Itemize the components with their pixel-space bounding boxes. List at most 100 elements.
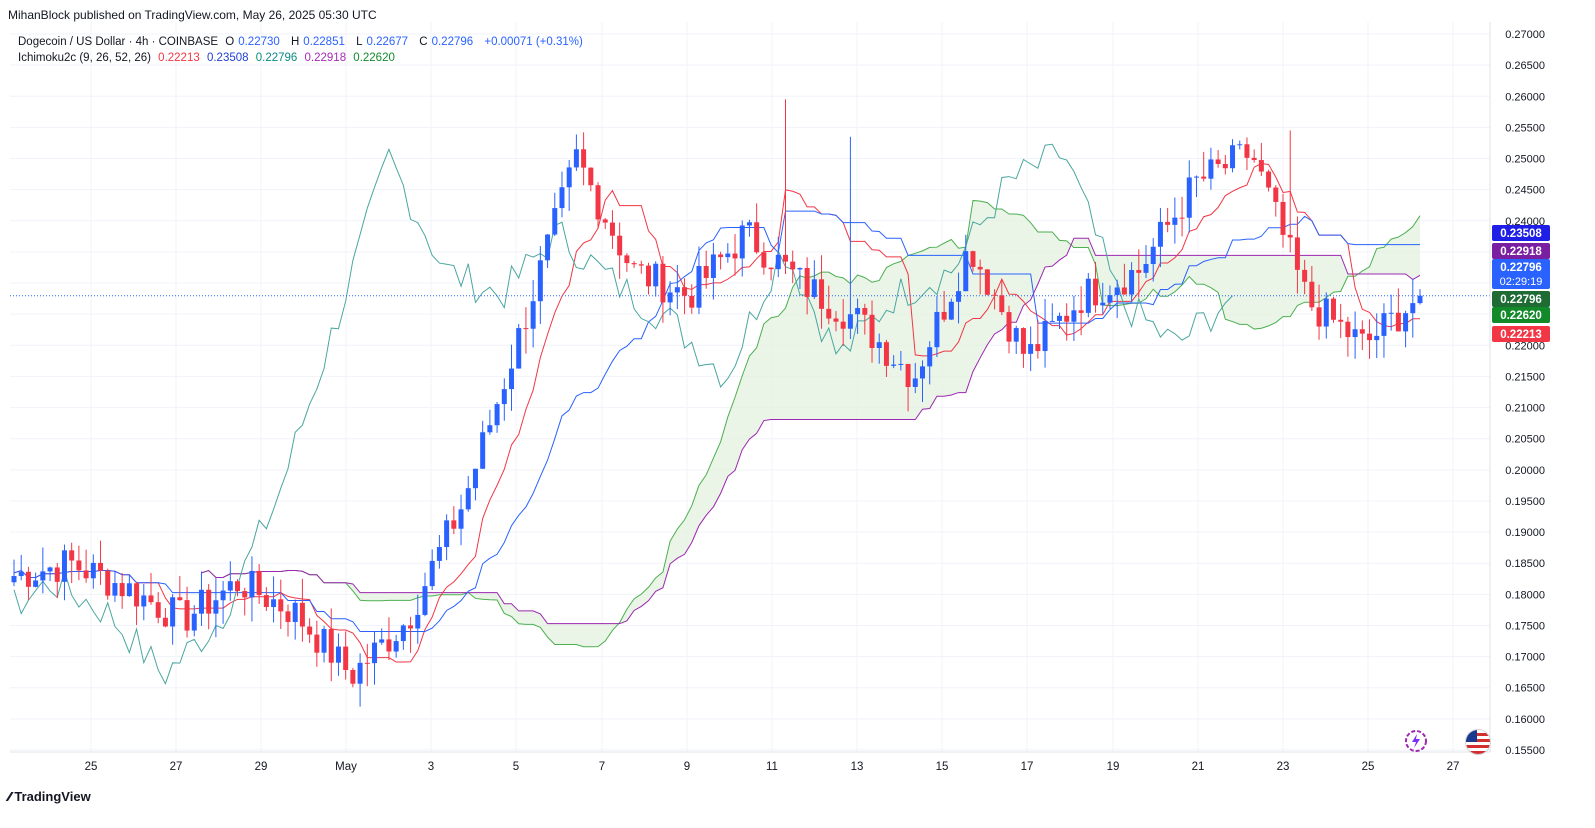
candle-body (1367, 333, 1373, 341)
price-tick-label: 0.18500 (1505, 558, 1545, 570)
candle-body (581, 149, 587, 168)
chikou-value: 0.22796 (255, 52, 298, 64)
candle-body (992, 294, 998, 296)
candle-body (472, 468, 478, 489)
candle-body (516, 328, 522, 369)
price-label-text: 0.22620 (1500, 310, 1542, 322)
tradingview-logo[interactable]: ⁄⁄ TradingView (8, 789, 91, 804)
price-label-text: 0.22213 (1500, 329, 1542, 341)
candle-body (364, 662, 370, 664)
candle-body (487, 425, 493, 433)
candle-body (141, 595, 147, 607)
candle-body (883, 342, 889, 366)
time-tick-label: 21 (1192, 761, 1205, 773)
close-value: 0.22796 (431, 36, 474, 48)
candle-body (357, 662, 363, 684)
candle-body (1352, 329, 1358, 338)
candle-body (782, 254, 788, 262)
close-label: C (419, 36, 428, 48)
time-tick-label: 9 (684, 761, 690, 773)
candle-body (602, 219, 608, 223)
candle-body (746, 222, 752, 226)
candle-body (999, 295, 1005, 313)
candle-body (1165, 221, 1171, 225)
candle-body (509, 368, 515, 390)
time-tick-label: 25 (1362, 761, 1375, 773)
candle-body (1266, 171, 1272, 188)
candle-body (227, 581, 233, 591)
candle-body (653, 263, 659, 287)
indicator-row: Ichimoku2c (9, 26, 52, 26) 0.22213 0.235… (18, 50, 587, 66)
price-label-box (1492, 326, 1550, 342)
candle-body (682, 287, 688, 296)
candle-body (1280, 201, 1286, 235)
price-tick-label: 0.18000 (1505, 589, 1545, 601)
candle-body (1244, 144, 1250, 158)
candle-body (1201, 176, 1207, 179)
candle-body (595, 185, 601, 220)
candle-body (1121, 287, 1127, 295)
candle-body (1222, 164, 1228, 169)
candle-body (1071, 310, 1077, 322)
candle-body (256, 570, 262, 596)
candle-body (1316, 307, 1322, 327)
candle-body (552, 208, 558, 235)
price-tick-label: 0.17500 (1505, 620, 1545, 632)
symbol-name[interactable]: Dogecoin / US Dollar · 4h · COINBASE (18, 36, 219, 48)
time-tick-label: 7 (599, 761, 605, 773)
price-tick-label: 0.21000 (1505, 403, 1545, 415)
candle-body (797, 267, 803, 270)
candle-body (47, 567, 53, 572)
candle-body (559, 187, 565, 209)
candle-body (191, 613, 197, 631)
candle-body (847, 314, 853, 329)
candle-body (1136, 270, 1142, 273)
time-tick-label: 23 (1277, 761, 1290, 773)
candle-body (523, 328, 529, 330)
time-tick-label: 3 (428, 761, 434, 773)
candle-body (83, 570, 89, 579)
candle-body (1302, 269, 1308, 282)
candle-body (739, 225, 745, 259)
ichimoku-cloud (201, 199, 1421, 648)
us-flag-icon[interactable] (1465, 729, 1491, 755)
candle-body (1049, 320, 1055, 322)
candle-body (948, 301, 954, 320)
candle-body (1179, 217, 1185, 219)
candle-body (624, 255, 630, 264)
tv-logo-icon: ⁄⁄ (8, 789, 12, 804)
candle-body (271, 599, 277, 608)
candle-body (573, 149, 579, 168)
candle-body (804, 267, 810, 297)
price-label-text: 0.23508 (1500, 228, 1542, 240)
candle-body (299, 602, 305, 627)
candle-body (206, 589, 212, 614)
candle-body (819, 279, 825, 309)
low-label: L (356, 36, 363, 48)
price-label-text: 0.22796 (1500, 294, 1542, 306)
price-tick-label: 0.16000 (1505, 714, 1545, 726)
candle-body (725, 253, 731, 258)
candle-body (148, 595, 154, 603)
time-tick-label: 29 (255, 761, 268, 773)
candle-body (617, 235, 623, 256)
brand-name: TradingView (14, 789, 91, 804)
time-tick-label: 15 (936, 761, 949, 773)
price-tick-label: 0.21500 (1505, 371, 1545, 383)
candle-body (855, 308, 861, 315)
candle-body (1078, 310, 1084, 313)
candle-body (162, 617, 168, 627)
candle-body (177, 597, 183, 601)
candle-body (1085, 278, 1091, 313)
candle-body (970, 251, 976, 267)
candle-body (696, 265, 702, 308)
candle-body (545, 234, 551, 261)
candle-body (1150, 246, 1156, 265)
lightning-icon[interactable] (1404, 729, 1428, 753)
candle-body (984, 269, 990, 295)
candle-body (415, 614, 421, 629)
high-value: 0.22851 (303, 36, 345, 48)
indicator-name[interactable]: Ichimoku2c (9, 26, 52, 26) (18, 52, 151, 64)
candle-body (112, 583, 118, 596)
